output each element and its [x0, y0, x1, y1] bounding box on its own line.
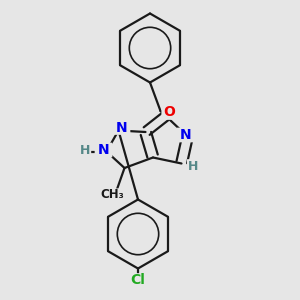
- FancyBboxPatch shape: [161, 105, 178, 120]
- FancyBboxPatch shape: [94, 143, 112, 157]
- Text: N: N: [116, 121, 127, 134]
- Text: N: N: [98, 143, 109, 157]
- Text: CH₃: CH₃: [100, 188, 124, 202]
- Text: O: O: [164, 106, 175, 119]
- FancyBboxPatch shape: [176, 128, 196, 142]
- Text: H: H: [80, 144, 90, 157]
- FancyBboxPatch shape: [187, 159, 200, 174]
- Text: Cl: Cl: [130, 274, 146, 287]
- FancyBboxPatch shape: [78, 143, 91, 158]
- Text: N: N: [180, 128, 192, 142]
- Text: H: H: [188, 160, 199, 173]
- FancyBboxPatch shape: [129, 273, 147, 288]
- FancyBboxPatch shape: [99, 188, 126, 202]
- FancyBboxPatch shape: [113, 120, 130, 135]
